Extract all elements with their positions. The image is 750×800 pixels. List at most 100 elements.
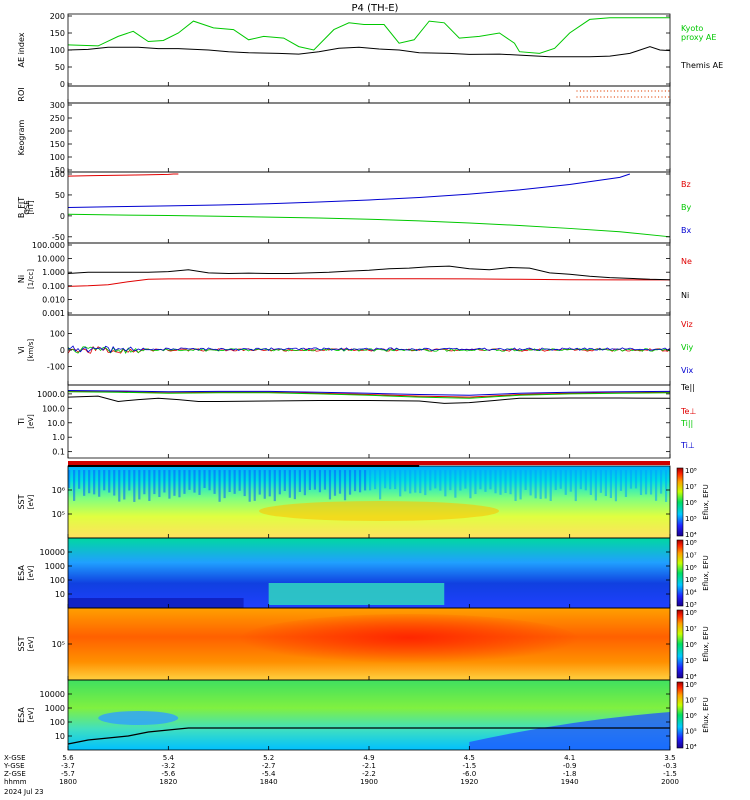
keogram-frame [67,102,671,173]
sst-electron-stripe [263,470,266,499]
esa-electron-band [268,583,445,605]
density-ylabel: Ni [17,275,26,283]
sst-electron-stripe [509,470,512,495]
sst-electron-stripe [183,470,186,494]
density-yunit: [1/cc] [27,269,35,289]
sst-ion-core [239,614,580,666]
colorbar-3-tick: 10⁸ [685,681,697,689]
velocity-ytick-label: 100 [50,330,65,339]
sst-electron-stripe [469,470,472,499]
bfield-ytick-label: 50 [55,191,65,200]
sst-electron-stripe [434,470,437,489]
esa_i-yunit: [eV] [27,707,35,722]
roi-marker [644,90,646,92]
sst-electron-stripe [564,470,567,495]
bfield-series-1-line [67,213,671,238]
sst-electron-stripe [449,470,452,491]
xaxis-tick-label: -5.4 [262,770,276,778]
colorbar-3-label: Eflux, EFU [702,697,710,732]
temp-legend-0: Te|| [680,383,695,392]
bfield-ytick-label: 100 [50,170,65,179]
colorbar-3-tick: 10⁴ [685,743,697,751]
sst-electron-stripe [399,470,402,497]
roi-marker [661,96,663,98]
date-label: 2024 Jul 23 [4,788,44,796]
xaxis-tick-label: -2.7 [262,762,276,770]
xaxis-tick-label: -1.8 [563,770,577,778]
roi-marker [647,90,650,92]
sst-electron-stripe [404,470,407,492]
roi-marker [641,96,643,98]
sst-electron-stripe [649,470,653,495]
ae-ylabel: AE index [17,32,26,67]
sst-electron-stripe [248,470,251,502]
sst-electron-stripe [394,470,397,490]
quality-flag-red [68,461,670,465]
sst_e-ylabel: SST [17,494,26,509]
roi-marker [579,90,582,92]
ae-ytick-label: 50 [55,63,65,72]
sst-electron-stripe [624,470,628,497]
roi-marker [603,90,605,92]
density-ytick-label: 0.001 [42,309,65,318]
roi-marker [654,96,656,98]
roi-marker [661,90,663,92]
roi-marker [590,90,592,92]
sst-electron-stripe [118,470,121,502]
temp-series-3-line [67,390,671,396]
roi-marker [651,96,653,98]
ae-ytick-label: 150 [50,29,65,38]
xaxis-tick-label: -1.5 [462,762,476,770]
esa_e-yunit: [eV] [27,565,35,580]
sst-electron-stripe [218,470,221,502]
roi-ylabel: ROI [17,87,26,101]
roi-marker [607,96,609,98]
keogram-ytick-label: 300 [50,101,65,110]
velocity-series-2-line [67,345,671,354]
keogram-ylabel: Keogram [17,119,26,155]
sst-electron-stripe [153,470,156,495]
colorbar-1-label: Eflux, EFU [702,555,710,590]
sst-electron-stripe [293,470,296,500]
roi-marker [620,90,622,92]
roi-marker [583,96,585,98]
colorbar-0-tick: 10⁸ [685,467,697,475]
roi-marker [610,90,612,92]
xaxis-tick-label: -3.7 [61,762,75,770]
sst-electron-stripe [644,470,648,495]
ae-legend-0: proxy AE [681,33,716,42]
sst-electron-stripe [93,470,96,495]
bfield-yunit: [nT] [27,200,35,214]
xaxis-tick-label: 5.2 [263,754,274,762]
sst-electron-stripe [604,470,607,497]
roi-marker [630,90,633,92]
colorbar-3-tick: 10⁶ [685,712,697,720]
colorbar-3 [676,681,684,749]
roi-marker [590,96,592,98]
xaxis-tick-label: 5.4 [163,754,175,762]
sst-electron-stripe [343,470,347,501]
sst-electron-stripe [308,470,311,490]
sst-electron-stripe [619,470,623,491]
colorbar-0-tick: 10⁷ [685,483,697,491]
roi-marker [644,96,646,98]
sst-electron-stripe [148,470,151,501]
esa_i-ylabel: ESA [17,707,26,723]
sst-electron-stripe [574,470,577,502]
density-series-1-line [67,265,671,281]
sst-electron-stripe [599,470,602,493]
xaxis-tick-label: -0.3 [663,762,677,770]
sst-electron-stripe [253,470,256,501]
sst-electron-stripe [198,470,201,495]
xaxis-tick-label: 3.5 [664,754,675,762]
roi-marker [651,90,653,92]
temp-yunit: [eV] [27,414,35,429]
ae-legend-1: Themis AE [680,61,723,70]
roi-marker [593,90,595,92]
sst-electron-stripe [228,470,231,492]
esa-ion-rising-band [469,712,670,750]
esa_i-ytick-label: 10000 [40,690,65,699]
bfield-legend-2: Bx [681,226,691,235]
temp-legend-3: Ti⊥ [680,441,695,450]
